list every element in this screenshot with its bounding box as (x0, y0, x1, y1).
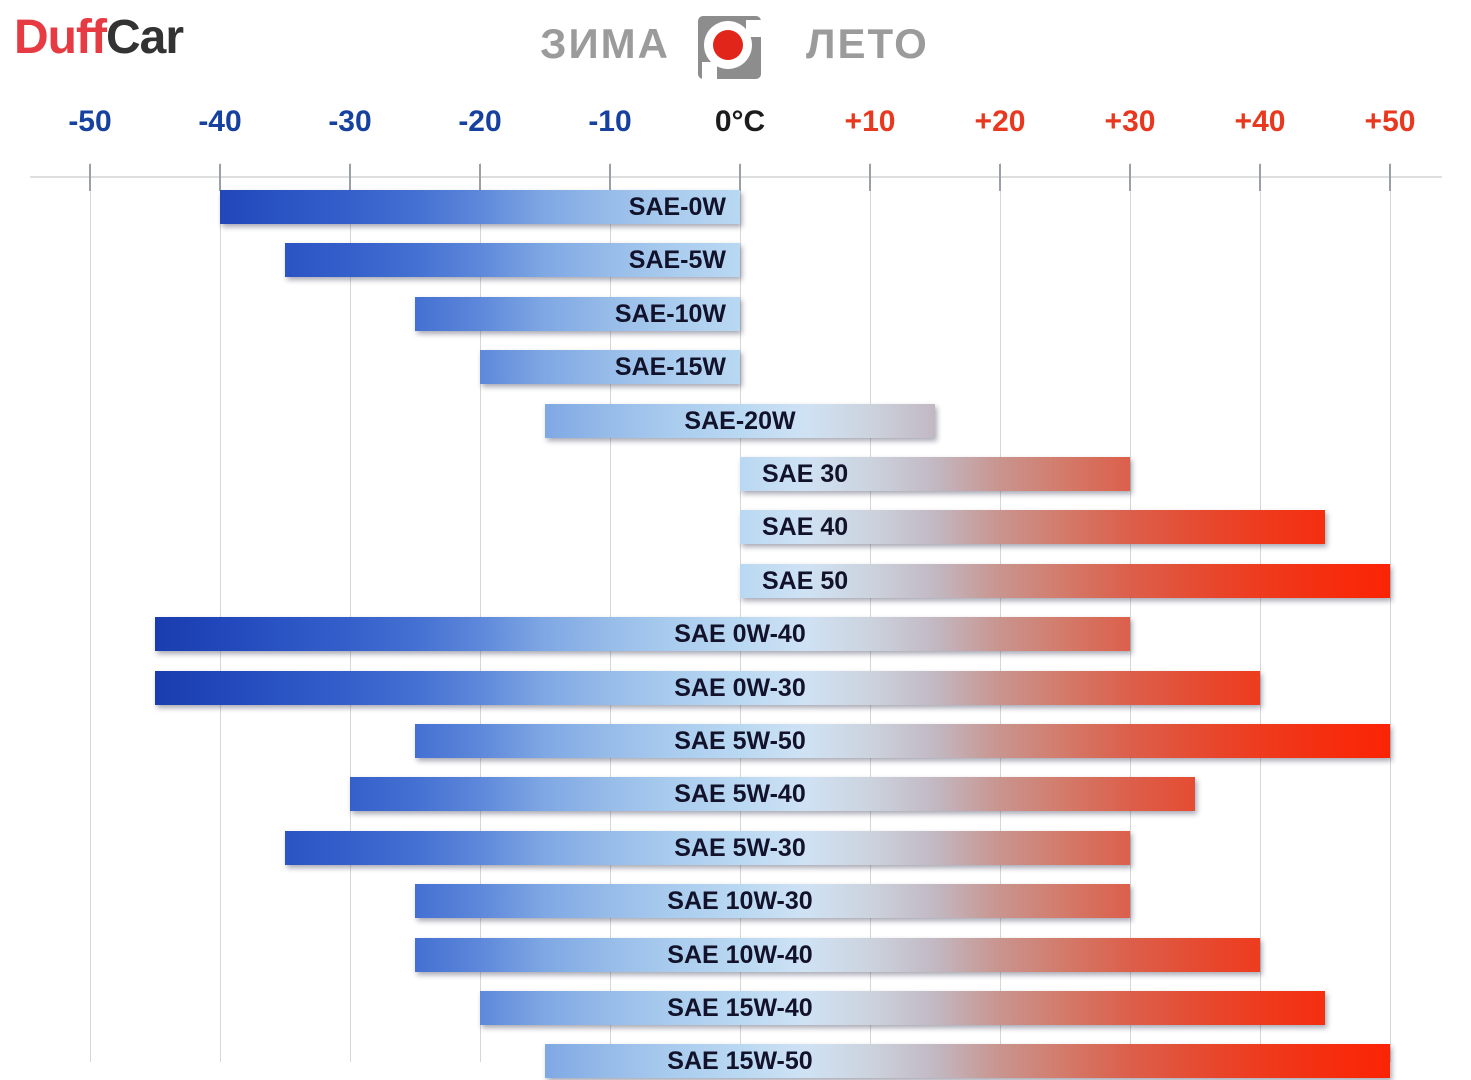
bar-label-sae-0w-30: SAE 0W-30 (674, 673, 806, 702)
gridline-0 (739, 163, 741, 1062)
gridline--20 (479, 163, 481, 1062)
bar-label-sae-0w: SAE-0W (628, 193, 726, 221)
axis-tick-label-40: +40 (1234, 105, 1286, 138)
bar-label-sae-20w: SAE-20W (684, 406, 796, 435)
bar-label-sae-15w-40: SAE 15W-40 (667, 994, 813, 1022)
gridline--40 (219, 163, 221, 1062)
bar-sae-10w: SAE-10W (415, 296, 740, 331)
tickmark--10 (609, 164, 611, 191)
bar-sae-0w-40: SAE 0W-40 (155, 617, 1130, 652)
tickmark-0 (739, 164, 741, 191)
tickmark--50 (89, 164, 91, 191)
axis-tick-label-0: 0°C (714, 105, 766, 138)
bar-sae-0w: SAE-0W (220, 190, 740, 224)
icon-notch-top-right (746, 20, 761, 37)
bar-sae-10w-30: SAE 10W-30 (415, 884, 1130, 919)
tickmark--30 (349, 164, 351, 191)
bar-sae-0w-30: SAE 0W-30 (155, 670, 1260, 705)
gridline-20 (999, 163, 1001, 1062)
bar-sae-5w-40: SAE 5W-40 (350, 777, 1195, 812)
gridline-40 (1259, 163, 1261, 1062)
tickmark-40 (1259, 164, 1261, 191)
tickmark-50 (1389, 164, 1391, 191)
axis-tick-label-10: +10 (844, 105, 896, 138)
tickmark--20 (479, 164, 481, 191)
bar-label-sae-15w-50: SAE 15W-50 (667, 1047, 813, 1076)
bar-sae-40: SAE 40 (740, 510, 1325, 545)
bar-label-sae-10w-40: SAE 10W-40 (667, 940, 813, 969)
icon-notch-bottom-left (702, 62, 717, 79)
brand-logo-part1: Duff (14, 11, 107, 64)
bar-sae-15w: SAE-15W (480, 350, 740, 385)
brand-logo: DuffCar (14, 8, 184, 68)
axis-line (30, 176, 1442, 178)
gridline--30 (349, 163, 351, 1062)
summer-label: ЛЕТО (806, 20, 929, 67)
shutter-dot-icon (698, 16, 761, 79)
gridline-50 (1389, 163, 1391, 1062)
bar-label-sae-5w: SAE-5W (628, 246, 726, 275)
bar-label-sae-50: SAE 50 (762, 566, 849, 595)
bar-sae-5w-50: SAE 5W-50 (415, 724, 1390, 758)
bar-sae-50: SAE 50 (740, 563, 1390, 598)
axis-tick-label-50: +50 (1364, 105, 1416, 138)
icon-red-dot (713, 30, 743, 60)
bar-label-sae-15w: SAE-15W (614, 353, 726, 382)
gridline--10 (609, 163, 611, 1062)
tickmark-10 (869, 164, 871, 191)
bar-sae-20w: SAE-20W (545, 403, 935, 438)
axis-tick-label--30: -30 (328, 105, 372, 138)
axis-tick-label-30: +30 (1104, 105, 1156, 138)
axis-tick-label--50: -50 (68, 105, 112, 138)
brand-logo-part2: Car (105, 11, 184, 64)
bar-sae-30: SAE 30 (740, 457, 1130, 491)
gridline--50 (89, 163, 91, 1062)
bar-sae-15w-50: SAE 15W-50 (545, 1044, 1390, 1079)
axis-tick-label--40: -40 (198, 105, 242, 138)
axis-tick-label--20: -20 (458, 105, 502, 138)
bar-label-sae-5w-40: SAE 5W-40 (674, 780, 806, 809)
winter-label: ЗИМА (540, 20, 670, 67)
tickmark--40 (219, 164, 221, 191)
bar-sae-15w-40: SAE 15W-40 (480, 991, 1325, 1025)
bar-sae-5w: SAE-5W (285, 243, 740, 278)
gridline-30 (1129, 163, 1131, 1062)
bar-label-sae-30: SAE 30 (762, 460, 849, 488)
bar-label-sae-10w: SAE-10W (614, 299, 726, 328)
bar-label-sae-10w-30: SAE 10W-30 (667, 887, 813, 916)
tickmark-30 (1129, 164, 1131, 191)
bar-sae-5w-30: SAE 5W-30 (285, 830, 1130, 865)
gridline-10 (869, 163, 871, 1062)
bar-label-sae-5w-50: SAE 5W-50 (674, 727, 806, 755)
bar-label-sae-40: SAE 40 (762, 513, 849, 542)
bar-label-sae-5w-30: SAE 5W-30 (674, 833, 806, 862)
axis-tick-label-20: +20 (974, 105, 1026, 138)
bar-sae-10w-40: SAE 10W-40 (415, 937, 1260, 972)
bar-label-sae-0w-40: SAE 0W-40 (674, 620, 806, 649)
tickmark-20 (999, 164, 1001, 191)
axis-tick-label--10: -10 (588, 105, 632, 138)
